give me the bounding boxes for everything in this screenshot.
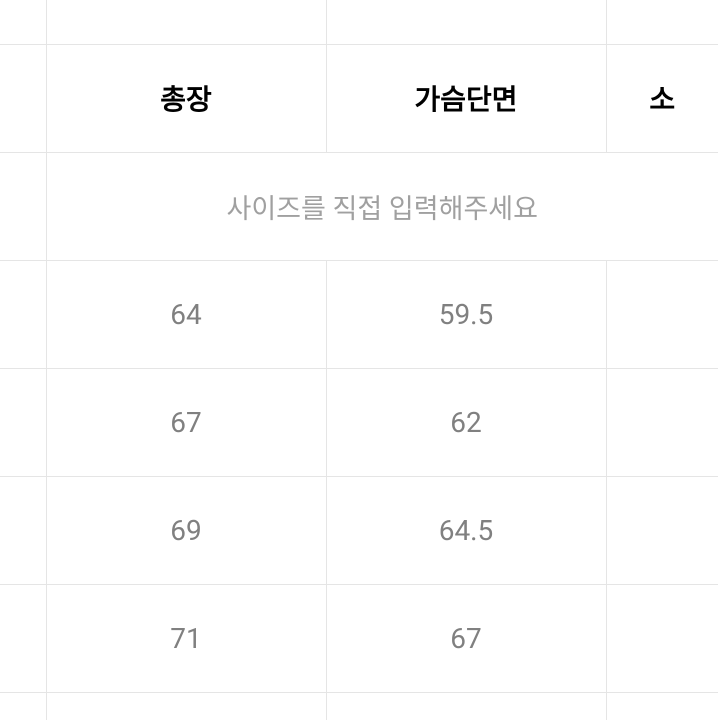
table-row: 71 67 [0, 584, 718, 692]
data-cell [0, 476, 46, 584]
spacer-cell [326, 0, 606, 44]
header-cell-partial: 소 [606, 44, 718, 152]
data-cell [0, 368, 46, 476]
spacer-cell [606, 0, 718, 44]
header-cell-chest: 가슴단면 [326, 44, 606, 152]
data-cell [606, 260, 718, 368]
data-cell: 62 [326, 368, 606, 476]
spacer-cell [326, 692, 606, 720]
spacer-row [0, 0, 718, 44]
data-cell: 64 [46, 260, 326, 368]
data-cell: 59.5 [326, 260, 606, 368]
data-cell [606, 584, 718, 692]
spacer-cell [0, 692, 46, 720]
size-table: 총장 가슴단면 소 사이즈를 직접 입력해주세요 64 59.5 67 62 6… [0, 0, 718, 720]
table-row: 64 59.5 [0, 260, 718, 368]
header-row: 총장 가슴단면 소 [0, 44, 718, 152]
size-input-placeholder[interactable]: 사이즈를 직접 입력해주세요 [46, 152, 718, 260]
data-cell: 64.5 [326, 476, 606, 584]
data-cell [0, 260, 46, 368]
data-cell: 71 [46, 584, 326, 692]
table-row: 69 64.5 [0, 476, 718, 584]
spacer-cell [606, 692, 718, 720]
table-row: 67 62 [0, 368, 718, 476]
data-cell [606, 368, 718, 476]
spacer-row-bottom [0, 692, 718, 720]
spacer-cell [0, 0, 46, 44]
data-cell [606, 476, 718, 584]
data-cell: 67 [326, 584, 606, 692]
data-cell: 67 [46, 368, 326, 476]
input-row[interactable]: 사이즈를 직접 입력해주세요 [0, 152, 718, 260]
header-cell-blank [0, 44, 46, 152]
data-cell [0, 584, 46, 692]
spacer-cell [46, 0, 326, 44]
spacer-cell [46, 692, 326, 720]
size-table-container: 총장 가슴단면 소 사이즈를 직접 입력해주세요 64 59.5 67 62 6… [0, 0, 718, 718]
input-cell-blank [0, 152, 46, 260]
header-cell-length: 총장 [46, 44, 326, 152]
data-cell: 69 [46, 476, 326, 584]
